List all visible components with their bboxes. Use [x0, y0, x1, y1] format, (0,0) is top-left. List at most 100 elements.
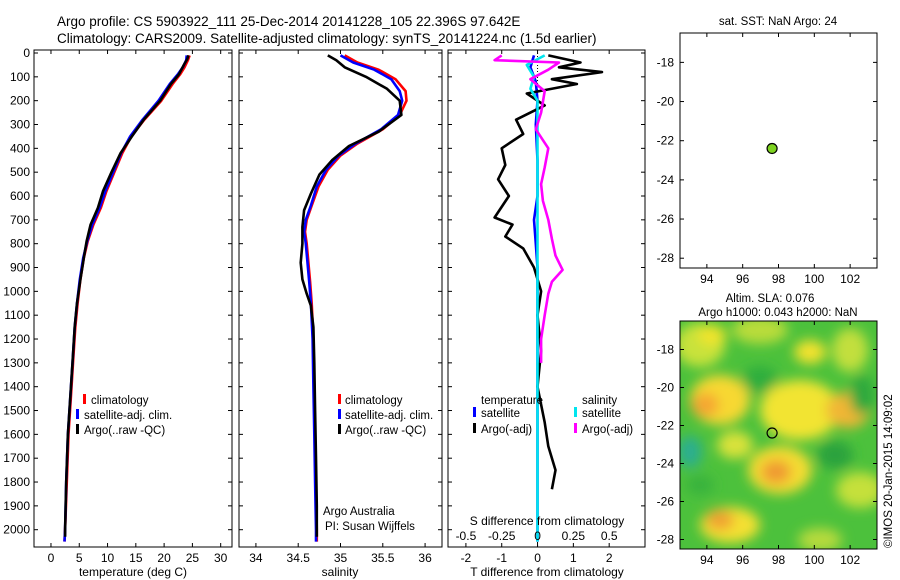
- map-x-tick-label: 100: [804, 272, 824, 286]
- x-tick-label: 0: [48, 551, 55, 565]
- depth-tick-label: 600: [10, 189, 30, 203]
- map-y-tick-label: -28: [657, 533, 675, 547]
- legend-label: climatology: [91, 395, 149, 407]
- annotation-argo-australia: Argo Australia: [323, 506, 395, 518]
- legend-swatch-s-argo: [574, 423, 577, 433]
- legend-label: satellite-adj. clim.: [84, 410, 172, 422]
- depth-tick-label: 100: [10, 70, 30, 84]
- map-x-tick-label: 98: [772, 272, 786, 286]
- axis-ticks: 0 5 10 15 20 25 30 34 34.5 35 35.5 36 -2 -1 0 1 2 -0.5 -0.…: [34, 50, 645, 565]
- sst-map-panel: [679, 32, 878, 269]
- series-line: [63, 55, 188, 542]
- series-line: [63, 55, 190, 537]
- map-y-tick-label: -20: [657, 95, 675, 109]
- sla-heatmap: [680, 321, 877, 549]
- depth-tick-label: 1400: [3, 380, 30, 394]
- legend-label: Argo(..raw -QC): [345, 425, 426, 437]
- x-tick-label: 34: [249, 551, 263, 565]
- legend-label: climatology: [345, 395, 403, 407]
- salinity-lines: [299, 54, 408, 542]
- map-y-tick-label: -26: [657, 495, 675, 509]
- temperature-panel: [33, 49, 233, 548]
- difference-top-xlabel: S difference from climatology: [470, 514, 625, 528]
- map-x-tick-label: 94: [700, 272, 714, 286]
- depth-tick-label: 500: [10, 165, 30, 179]
- legend-swatch-t-satellite: [473, 407, 476, 417]
- salinity-xlabel: salinity: [322, 565, 359, 579]
- legend-swatch-argo: [76, 424, 79, 434]
- depth-tick-label: 0: [23, 46, 30, 60]
- map-x-tick-label: 102: [840, 272, 860, 286]
- legend-title-salinity: salinity: [582, 395, 617, 407]
- map-x-tick-label: 98: [772, 553, 786, 567]
- x-tick-label: -1: [496, 551, 507, 565]
- series-line: [525, 54, 546, 542]
- map-x-tick-label: 94: [700, 553, 714, 567]
- sla-title-line-2: Argo h1000: 0.043 h2000: NaN: [698, 307, 857, 319]
- temperature-legend: climatology satellite-adj. clim. Argo(..…: [76, 394, 172, 437]
- x-tick-label: -2: [461, 551, 472, 565]
- credit: ©IMOS 20-Jan-2015 14:09:02: [883, 394, 895, 548]
- annotation-pi: PI: Susan Wijffels: [325, 521, 415, 533]
- depth-tick-label: 900: [10, 261, 30, 275]
- salinity-legend: climatology satellite-adj. clim. Argo(..…: [323, 394, 433, 533]
- map-y-tick-label: -22: [657, 419, 675, 433]
- legend-swatch-t-argo: [473, 423, 476, 433]
- salinity-panel: [238, 49, 443, 548]
- map-y-tick-label: -26: [657, 212, 675, 226]
- x-tick-label: 36: [418, 551, 432, 565]
- argo-position-marker: [766, 427, 778, 439]
- legend-label: satellite: [582, 408, 621, 420]
- map-y-tick-label: -28: [657, 251, 675, 265]
- map-y-tick-label: -18: [657, 343, 675, 357]
- depth-tick-label: 200: [10, 94, 30, 108]
- x-tick-label: 35.5: [371, 551, 395, 565]
- argo-position-marker: [766, 142, 778, 155]
- top-x-tick-label: -0.5: [456, 529, 477, 543]
- map-y-tick-label: -24: [657, 173, 675, 187]
- header-line-1: Argo profile: CS 5903922_111 25-Dec-2014…: [57, 14, 520, 29]
- top-x-tick-label: 0.5: [601, 529, 618, 543]
- series-line: [63, 54, 191, 542]
- x-tick-label: 34.5: [287, 551, 311, 565]
- x-tick-label: 15: [129, 551, 143, 565]
- legend-swatch-satellite: [76, 409, 79, 419]
- temperature-lines: [63, 54, 191, 542]
- map-x-tick-label: 102: [840, 553, 860, 567]
- depth-tick-label: 800: [10, 237, 30, 251]
- depth-tick-label: 400: [10, 141, 30, 155]
- map-y-tick-label: -22: [657, 134, 675, 148]
- series-line: [302, 54, 404, 542]
- depth-tick-label: 1800: [3, 475, 30, 489]
- depth-axis: 0 100 200 300 400 500 600 700 800 900 1000 1100 1200…: [3, 46, 30, 537]
- sst-map-marks: 94 96 98 100 102 -18 -20 -22 -24 -26 -28: [657, 33, 877, 286]
- depth-tick-label: 1000: [3, 284, 30, 298]
- map-y-tick-label: -24: [657, 457, 675, 471]
- x-tick-label: 30: [214, 551, 228, 565]
- sst-map-title: sat. SST: NaN Argo: 24: [719, 16, 838, 28]
- x-tick-label: 5: [76, 551, 83, 565]
- legend-label: satellite: [481, 408, 520, 420]
- legend-swatch-s-satellite: [574, 407, 577, 417]
- x-tick-label: 2: [606, 551, 613, 565]
- depth-tick-label: 300: [10, 118, 30, 132]
- legend-label: Argo(-adj): [481, 424, 532, 436]
- top-x-tick-label: -0.25: [488, 529, 516, 543]
- legend-swatch-climatology: [83, 394, 86, 404]
- map-y-tick-label: -20: [657, 381, 675, 395]
- x-tick-label: 10: [101, 551, 115, 565]
- difference-panel: [447, 49, 646, 548]
- top-x-tick-label: 0: [534, 529, 541, 543]
- difference-xlabel: T difference from climatology: [470, 565, 624, 579]
- depth-tick-label: 1600: [3, 427, 30, 441]
- legend-title-temperature: temperature: [481, 395, 543, 407]
- depth-tick-label: 1900: [3, 499, 30, 513]
- x-tick-label: 25: [186, 551, 200, 565]
- difference-legend: temperature salinity satellite Argo(-adj…: [473, 395, 633, 436]
- depth-tick-label: 1200: [3, 332, 30, 346]
- legend-label: Argo(..raw -QC): [84, 425, 165, 437]
- x-tick-label: 35: [334, 551, 348, 565]
- legend-label: satellite-adj. clim.: [345, 410, 433, 422]
- x-tick-label: 1: [570, 551, 577, 565]
- series-line: [493, 54, 564, 363]
